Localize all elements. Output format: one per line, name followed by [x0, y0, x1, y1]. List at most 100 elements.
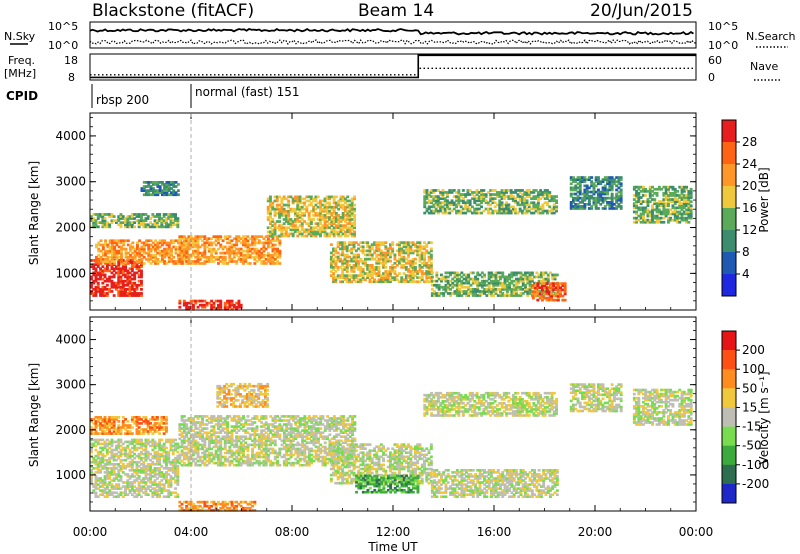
power-echo-cell	[129, 247, 132, 251]
power-echo-cell	[255, 251, 259, 255]
power-echo-cell	[328, 218, 331, 221]
power-echo-cell	[391, 266, 395, 269]
power-echo-cell	[344, 224, 347, 227]
power-echo-cell	[332, 280, 335, 284]
power-echo-cell	[519, 277, 523, 281]
power-echo-cell	[192, 262, 195, 265]
power-echo-cell	[187, 247, 191, 251]
power-echo-cell	[423, 257, 426, 261]
power-echo-cell	[382, 255, 385, 259]
power-echo-cell	[153, 223, 157, 227]
power-echo-cell	[429, 266, 433, 269]
power-echo-cell	[429, 247, 433, 251]
power-echo-cell	[312, 199, 316, 203]
power-echo-cell	[128, 275, 132, 279]
power-echo-cell	[305, 222, 309, 225]
power-echo-cell	[467, 277, 471, 281]
power-echo-cell	[149, 247, 153, 251]
power-echo-cell	[205, 255, 209, 259]
power-echo-cell	[476, 285, 480, 289]
power-echo-cell	[135, 271, 139, 275]
power-echo-cell	[104, 262, 107, 265]
power-echo-cell	[411, 276, 415, 279]
power-colorbar-segment	[722, 274, 736, 297]
power-echo-cell	[499, 283, 502, 287]
power-echo-cell	[339, 218, 343, 221]
power-echo-cell	[167, 258, 171, 261]
power-echo-cell	[494, 288, 498, 291]
power-echo-cell	[393, 272, 397, 275]
cpid-label: CPID	[6, 89, 38, 103]
power-echo-cell	[524, 275, 527, 279]
power-echo-cell	[110, 213, 114, 216]
power-echo-cell	[309, 201, 313, 205]
power-echo-cell	[375, 255, 379, 259]
power-echo-cell	[298, 199, 302, 203]
power-echo-cell	[133, 255, 137, 259]
power-echo-cell	[287, 199, 291, 203]
power-echo-cell	[510, 281, 514, 285]
power-echo-cell	[411, 274, 415, 277]
power-echo-cell	[124, 221, 127, 224]
power-echo-cell	[124, 253, 128, 257]
power-echo-cell	[273, 249, 277, 253]
power-echo-cell	[117, 251, 121, 255]
power-echo-cell	[515, 290, 518, 293]
power-echo-cell	[350, 251, 354, 255]
power-echo-cell	[176, 247, 180, 251]
power-echo-cell	[316, 195, 320, 199]
power-echo-cell	[418, 264, 422, 267]
power-echo-cell	[115, 255, 119, 259]
power-echo-cell	[444, 288, 448, 291]
power-echo-cell	[427, 280, 431, 284]
power-echo-cell	[101, 265, 105, 268]
power-echo-cell	[368, 268, 372, 271]
power-echo-cell	[94, 290, 98, 293]
power-echo-cell	[336, 241, 340, 244]
freq-tick-bottom: 8	[68, 71, 75, 84]
power-echo-cell	[271, 245, 275, 249]
power-echo-cell	[165, 247, 169, 251]
power-echo-cell	[106, 243, 110, 247]
power-echo-cell	[223, 303, 227, 307]
power-echo-cell	[105, 292, 109, 295]
power-echo-cell	[515, 285, 518, 289]
power-echo-cell	[174, 181, 178, 184]
power-echo-cell	[339, 228, 343, 232]
power-echo-cell	[214, 237, 218, 241]
power-echo-cell	[163, 185, 167, 188]
power-echo-cell	[237, 258, 241, 261]
power-echo-cell	[300, 234, 304, 238]
power-echo-cell	[465, 292, 468, 295]
power-echo-cell	[217, 262, 220, 265]
power-echo-cell	[353, 224, 356, 227]
power-echo-cell	[130, 223, 134, 227]
power-echo-cell	[124, 279, 127, 283]
power-echo-cell	[260, 253, 264, 257]
power-echo-cell	[348, 218, 352, 221]
power-echo-cell	[334, 280, 338, 284]
power-echo-cell	[266, 209, 270, 213]
power-echo-cell	[687, 220, 691, 224]
power-echo-cell	[253, 247, 257, 251]
power-echo-cell	[182, 247, 186, 251]
power-echo-cell	[357, 274, 360, 277]
power-echo-cell	[130, 261, 134, 264]
power-echo-cell	[555, 195, 558, 198]
power-echo-cell	[494, 277, 498, 281]
power-echo-cell	[228, 241, 232, 245]
power-echo-cell	[112, 273, 116, 277]
power-echo-cell	[343, 276, 347, 279]
velocity-echo-cell	[174, 487, 177, 490]
power-echo-cell	[505, 283, 509, 287]
power-echo-cell	[526, 290, 530, 293]
power-echo-cell	[239, 251, 243, 255]
power-echo-cell	[503, 281, 507, 285]
power-echo-cell	[291, 234, 295, 238]
power-echo-cell	[90, 283, 93, 287]
power-echo-cell	[423, 211, 427, 215]
power-echo-cell	[476, 277, 480, 281]
power-echo-cell	[329, 243, 333, 246]
power-echo-cell	[407, 280, 410, 284]
power-echo-cell	[165, 241, 169, 245]
